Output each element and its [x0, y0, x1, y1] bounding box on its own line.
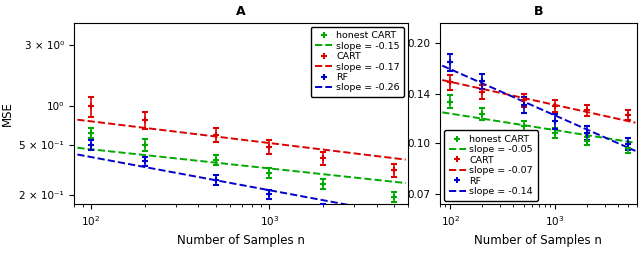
Title: A: A [236, 5, 246, 18]
Y-axis label: MSE: MSE [1, 101, 13, 126]
X-axis label: Number of Samples n: Number of Samples n [474, 233, 602, 247]
Legend: honest CART, slope = -0.15, CART, slope = -0.17, RF, slope = -0.26: honest CART, slope = -0.15, CART, slope … [310, 27, 404, 97]
X-axis label: Number of Samples n: Number of Samples n [177, 233, 305, 247]
Title: B: B [534, 5, 543, 18]
Legend: honest CART, slope = -0.05, CART, slope = -0.07, RF, slope = -0.14: honest CART, slope = -0.05, CART, slope … [444, 130, 538, 201]
